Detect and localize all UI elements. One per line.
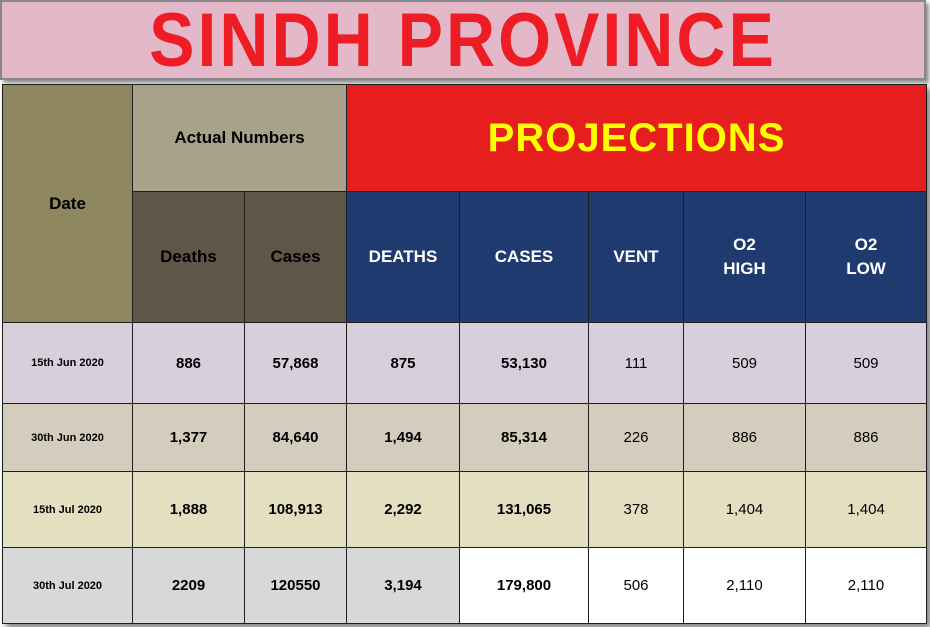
actual-cases-value: 120550 [244, 547, 347, 624]
proj-cases-value: 179,800 [459, 547, 589, 624]
proj-cases-value: 53,130 [459, 322, 589, 404]
o2-low-value: 2,110 [804, 547, 928, 624]
actual-deaths-value: 886 [132, 322, 245, 404]
o2-low-value: 509 [804, 322, 928, 404]
row-date: 15th Jun 2020 [2, 322, 133, 404]
actual-cases-value: 57,868 [244, 322, 347, 404]
actual-cases-value: 84,640 [244, 403, 347, 472]
o2-high-value: 2,110 [683, 547, 806, 624]
projections-header: PROJECTIONS [345, 84, 928, 192]
actual-deaths-header: Deaths [132, 191, 245, 323]
title-banner: SINDH PROVINCE [0, 0, 926, 80]
o2-high-value: 886 [683, 403, 806, 472]
actual-deaths-value: 2209 [132, 547, 245, 624]
actual-numbers-header: Actual Numbers [132, 84, 347, 192]
proj-o2-high-header: O2 HIGH [683, 191, 806, 323]
o2-high-value: 1,404 [683, 471, 806, 548]
vent-value: 506 [588, 547, 684, 624]
table-row: 30th Jun 2020 1,377 84,640 1,494 85,314 … [2, 403, 928, 472]
proj-deaths-value: 3,194 [346, 547, 460, 624]
table-row: 30th Jul 2020 2209 120550 3,194 179,800 … [2, 547, 928, 624]
actual-cases-value: 108,913 [244, 471, 347, 548]
proj-cases-value: 131,065 [459, 471, 589, 548]
actual-deaths-value: 1,888 [132, 471, 245, 548]
vent-value: 111 [588, 322, 684, 404]
actual-cases-header: Cases [244, 191, 347, 323]
proj-deaths-value: 875 [346, 322, 460, 404]
o2-high-value: 509 [683, 322, 806, 404]
proj-cases-value: 85,314 [459, 403, 589, 472]
proj-cases-header: CASES [459, 191, 589, 323]
proj-deaths-value: 1,494 [346, 403, 460, 472]
actual-deaths-value: 1,377 [132, 403, 245, 472]
vent-value: 378 [588, 471, 684, 548]
row-date: 30th Jul 2020 [2, 547, 133, 624]
vent-value: 226 [588, 403, 684, 472]
row-date: 15th Jul 2020 [2, 471, 133, 548]
projection-table: Date Actual Numbers PROJECTIONS Deaths C… [2, 84, 928, 624]
o2-low-value: 1,404 [804, 471, 928, 548]
table-row: 15th Jun 2020 886 57,868 875 53,130 111 … [2, 322, 928, 404]
proj-deaths-value: 2,292 [346, 471, 460, 548]
date-header: Date [2, 84, 133, 323]
o2-low-value: 886 [804, 403, 928, 472]
proj-o2-low-header: O2 LOW [804, 191, 928, 323]
table-row: 15th Jul 2020 1,888 108,913 2,292 131,06… [2, 471, 928, 548]
proj-deaths-header: DEATHS [346, 191, 460, 323]
proj-vent-header: VENT [588, 191, 684, 323]
row-date: 30th Jun 2020 [2, 403, 133, 472]
page-title: SINDH PROVINCE [149, 0, 777, 83]
